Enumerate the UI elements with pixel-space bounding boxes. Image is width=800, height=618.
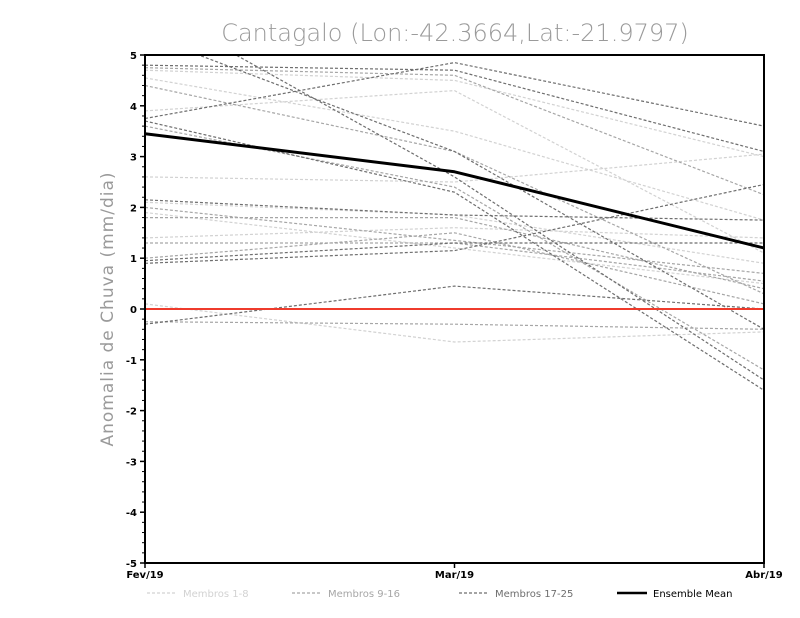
x-tick-label: Abr/19 <box>745 570 782 581</box>
y-tick-label: -1 <box>126 356 137 367</box>
member-line-5 <box>145 77 764 221</box>
y-tick-label: 4 <box>130 102 137 113</box>
x-ticks: Fev/19 Mar/19 Abr/19 <box>126 563 783 581</box>
member-line-14 <box>145 232 764 305</box>
member-line-4 <box>145 303 764 343</box>
y-tick-label: -2 <box>126 407 137 418</box>
member-line-21 <box>145 120 764 391</box>
y-axis-label: Anomalia de Chuva (mm/dia) <box>98 171 118 446</box>
y-tick-label: 3 <box>130 153 137 164</box>
member-line-9 <box>145 67 764 196</box>
y-ticks: -5 -4 -3 -2 -1 0 1 2 3 4 5 <box>126 51 145 570</box>
x-tick-label: Mar/19 <box>435 570 474 581</box>
chart-title: Cantagalo (Lon:-42.3664,Lat:-21.9797) <box>221 19 689 47</box>
y-tick-label: 5 <box>130 51 137 62</box>
member-line-12 <box>145 321 764 330</box>
member-line-6 <box>145 227 764 239</box>
member-line-15 <box>145 84 764 295</box>
y-tick-label: -3 <box>126 457 137 468</box>
legend-label: Membros 1-8 <box>183 589 249 600</box>
y-tick-label: 1 <box>130 254 137 265</box>
ensemble-mean-line <box>145 132 764 250</box>
legend: Membros 1-8 Membros 9-16 Membros 17-25 Ense… <box>147 589 732 600</box>
y-tick-label: 2 <box>130 203 137 214</box>
member-line-25 <box>234 55 764 381</box>
member-line-20 <box>145 285 764 325</box>
y-tick-label: -5 <box>126 559 137 570</box>
member-line-10 <box>145 217 764 290</box>
member-line-1 <box>145 69 764 158</box>
member-line-18 <box>145 64 764 153</box>
member-line-3 <box>145 211 764 285</box>
member-line-23 <box>145 183 764 264</box>
legend-label: Membros 9-16 <box>328 589 400 600</box>
member-line-2 <box>145 153 764 183</box>
member-line-16 <box>145 206 764 274</box>
member-line-7 <box>145 89 764 254</box>
legend-label: Ensemble Mean <box>653 589 732 600</box>
member-line-19 <box>145 242 764 262</box>
y-tick-label: -4 <box>126 508 137 519</box>
member-line-22 <box>145 199 764 221</box>
member-line-11 <box>145 242 764 282</box>
legend-label: Membros 17-25 <box>495 589 573 600</box>
x-tick-label: Fev/19 <box>126 570 163 581</box>
ensemble-mean-group <box>145 132 764 250</box>
member-line-17 <box>145 61 764 127</box>
y-tick-label: 0 <box>130 305 137 316</box>
member-line-24 <box>197 55 764 330</box>
series-lines <box>145 55 764 391</box>
